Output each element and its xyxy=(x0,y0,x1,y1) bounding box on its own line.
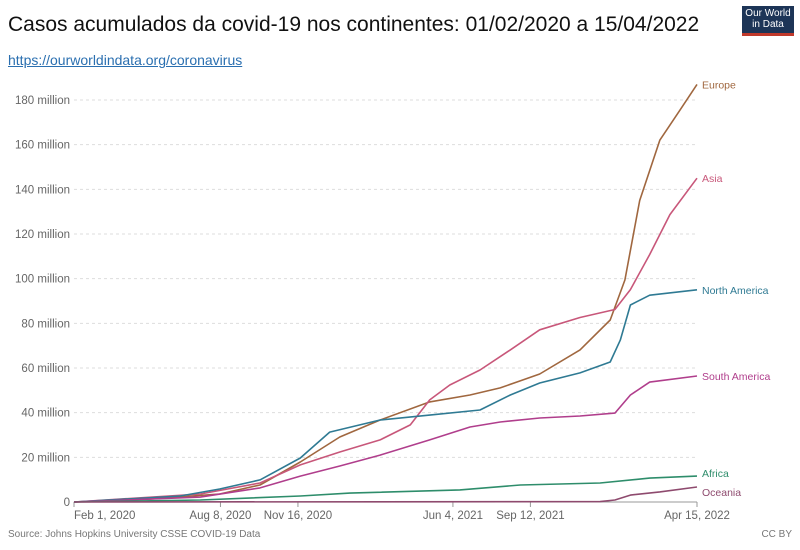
y-tick-label: 160 million xyxy=(15,140,70,152)
x-tick-label: Apr 15, 2022 xyxy=(664,510,730,522)
chart-title: Casos acumulados da covid-19 nos contine… xyxy=(8,13,700,36)
series-label: South America xyxy=(702,371,770,383)
y-tick-label: 180 million xyxy=(15,95,70,107)
source-link[interactable]: https://ourworldindata.org/coronavirus xyxy=(8,52,243,68)
owid-logo[interactable]: Our World in Data xyxy=(742,6,794,36)
series-line-south-america xyxy=(73,375,698,503)
series-line-oceania xyxy=(73,486,698,503)
series-label: Oceania xyxy=(702,487,741,499)
y-tick-label: 140 million xyxy=(15,184,70,196)
x-tick-label: Feb 1, 2020 xyxy=(74,510,135,522)
x-tick-label: Nov 16, 2020 xyxy=(264,510,332,522)
x-tick-label: Sep 12, 2021 xyxy=(496,510,564,522)
y-tick-label: 120 million xyxy=(15,229,70,241)
source-note: Source: Johns Hopkins University CSSE CO… xyxy=(8,529,261,540)
series-label: North America xyxy=(702,285,769,297)
series-label: Europe xyxy=(702,79,736,91)
y-tick-label: 40 million xyxy=(21,408,70,420)
series-line-africa xyxy=(73,475,698,503)
series-line-europe xyxy=(73,83,698,503)
series-label: Africa xyxy=(702,468,729,480)
y-tick-label: 100 million xyxy=(15,274,70,286)
y-tick-label: 60 million xyxy=(21,363,70,375)
series-line-asia xyxy=(73,177,698,503)
y-tick-label: 0 xyxy=(64,497,70,509)
y-tick-label: 20 million xyxy=(21,452,70,464)
series-line-north-america xyxy=(73,289,698,503)
x-tick-label: Aug 8, 2020 xyxy=(189,510,251,522)
y-tick-label: 80 million xyxy=(21,318,70,330)
x-tick-label: Jun 4, 2021 xyxy=(423,510,483,522)
series-label: Asia xyxy=(702,173,723,185)
license-label[interactable]: CC BY xyxy=(761,529,792,540)
